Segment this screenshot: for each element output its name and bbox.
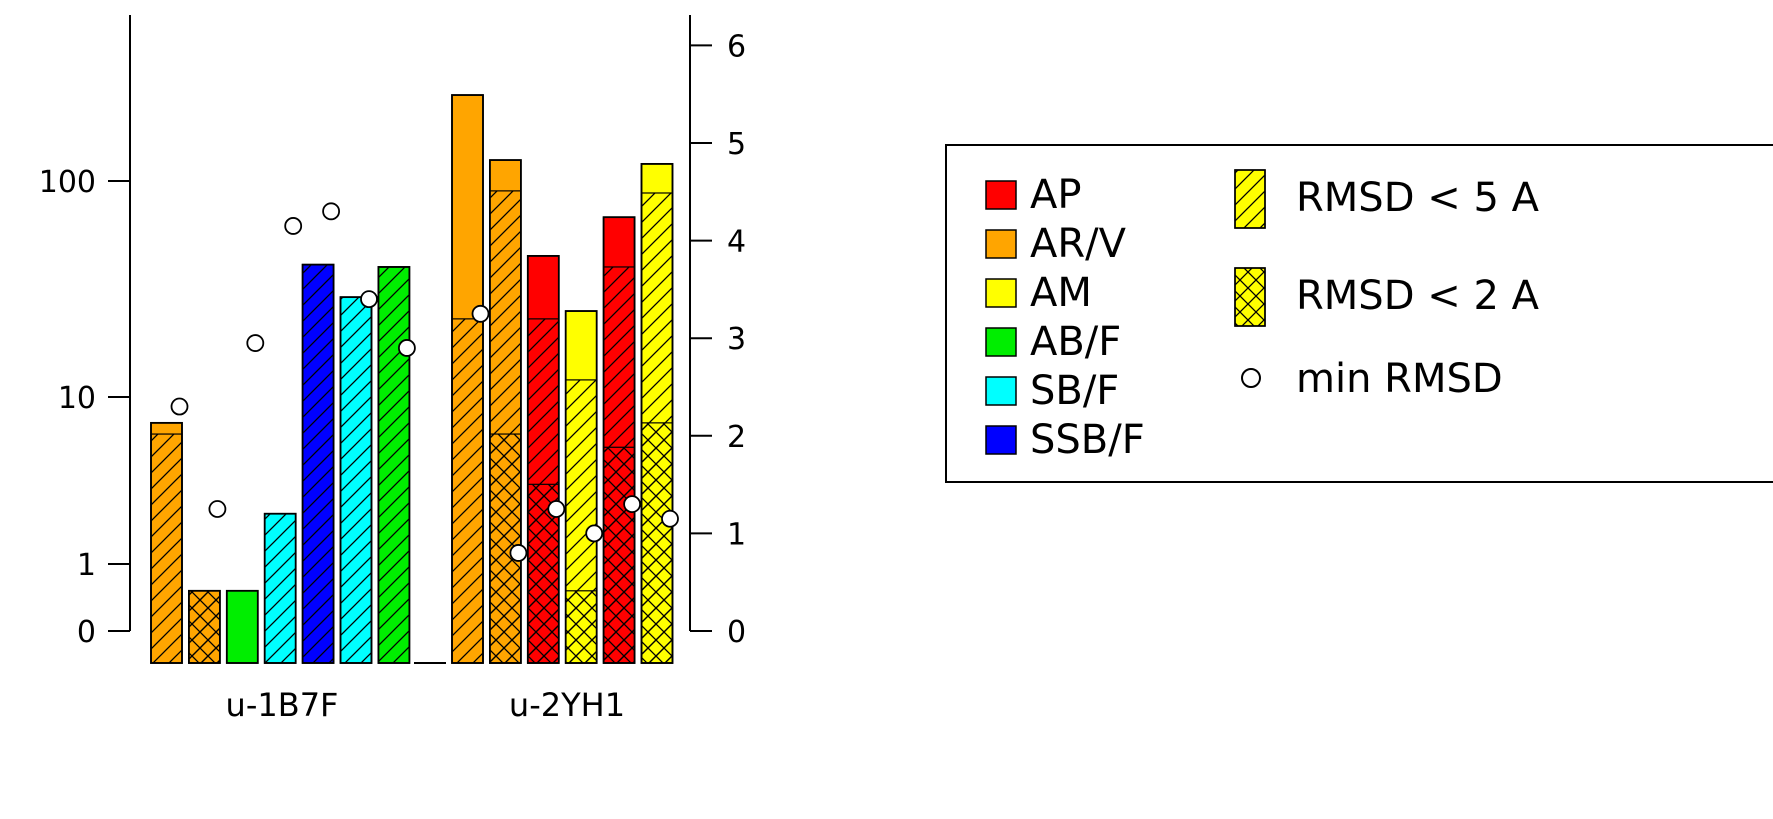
legend-label: AR/V (1030, 221, 1127, 267)
bar (488, 159, 522, 664)
bars (150, 94, 674, 664)
group-label: u-2YH1 (509, 686, 625, 724)
legend-pattern-label: RMSD < 5 A (1296, 175, 1540, 221)
bar-rmsd-lt2 (640, 422, 674, 664)
left-tick-label: 100 (39, 165, 96, 200)
bar-outline (225, 589, 259, 664)
bar (564, 310, 598, 664)
min-rmsd-point (509, 544, 528, 562)
bar-outline (602, 216, 636, 664)
bar-rmsd-lt5 (150, 433, 183, 664)
bar (225, 589, 259, 664)
right-tick-label: 0 (727, 615, 746, 650)
legend-swatch (985, 425, 1017, 455)
right-axis: 0 1 2 3 4 5 6 (689, 15, 746, 650)
legend-swatch (985, 229, 1017, 259)
legend-label: SB/F (1030, 368, 1119, 414)
legend-label: AM (1030, 270, 1092, 316)
min-rmsd-point (661, 509, 679, 528)
bar-outline (526, 255, 560, 664)
min-rmsd-point (585, 524, 604, 543)
bar (150, 421, 183, 664)
min-rmsd-point (322, 202, 341, 221)
min-rmsd-point (397, 339, 416, 357)
bar-rmsd-lt2 (188, 590, 221, 664)
min-rmsd-points (170, 202, 679, 562)
bar-rmsd-lt5 (339, 296, 373, 664)
bar (640, 162, 674, 664)
group-label: u-1B7F (226, 686, 339, 724)
bar-outline (640, 162, 674, 664)
legend-swatch (985, 327, 1017, 357)
bar-rmsd-lt5 (451, 318, 484, 664)
right-tick-label: 1 (727, 517, 746, 552)
left-tick-label: 10 (58, 381, 96, 416)
legend-label: AP (1030, 172, 1081, 218)
left-tick-label: 0 (77, 615, 96, 650)
bar-outline (339, 296, 373, 664)
right-tick-label: 4 (727, 225, 746, 260)
bar (301, 263, 335, 664)
legend-swatch (985, 376, 1017, 406)
legend-box (945, 144, 1773, 483)
bar-rmsd-lt5 (302, 264, 335, 664)
legend-label: SSB/F (1030, 417, 1145, 463)
bar (526, 255, 560, 664)
bar-outline (187, 589, 221, 664)
right-tick-label: 3 (727, 322, 746, 357)
bar (263, 512, 297, 664)
left-tick-label: 1 (77, 548, 96, 583)
bar-outline (451, 94, 484, 664)
bar-outline (150, 421, 183, 664)
min-rmsd-point (208, 500, 227, 518)
left-axis: 0 1 10 100 (39, 15, 131, 650)
right-tick-label: 5 (727, 127, 746, 162)
legend-pattern-overlay (1234, 267, 1266, 327)
legend-pattern-label: RMSD < 2 A (1296, 273, 1540, 319)
right-tick-label: 6 (727, 29, 746, 64)
min-rmsd-point (623, 495, 641, 514)
legend-point-symbol (1241, 368, 1261, 388)
bar-outline (564, 310, 598, 664)
legend-swatch (985, 180, 1017, 210)
bar-rmsd-lt5 (264, 513, 297, 664)
bar (187, 589, 221, 664)
legend-swatch (985, 278, 1017, 308)
min-rmsd-point (284, 217, 303, 235)
bar-rmsd-lt5 (377, 266, 410, 664)
bar (377, 266, 411, 664)
min-rmsd-point (547, 500, 566, 518)
bar-outline (377, 266, 411, 664)
bar-rmsd-lt2 (565, 590, 598, 664)
min-rmsd-point (246, 334, 265, 352)
bar-outline (263, 512, 297, 664)
right-tick-label: 2 (727, 420, 746, 455)
legend-pattern-label: min RMSD (1296, 356, 1503, 402)
min-rmsd-point (360, 290, 378, 309)
bar (602, 216, 636, 664)
legend-label: AB/F (1030, 319, 1121, 365)
group-labels: u-1B7F u-2YH1 (226, 686, 626, 724)
bar (451, 94, 484, 664)
legend-pattern-overlay (1234, 169, 1266, 229)
bar-fill (226, 590, 259, 664)
bar-outline (488, 159, 522, 664)
min-rmsd-point (471, 304, 490, 323)
bar-outline (301, 263, 335, 664)
bar (339, 296, 373, 664)
min-rmsd-point (170, 397, 189, 416)
bar-rmsd-lt2 (602, 446, 636, 664)
